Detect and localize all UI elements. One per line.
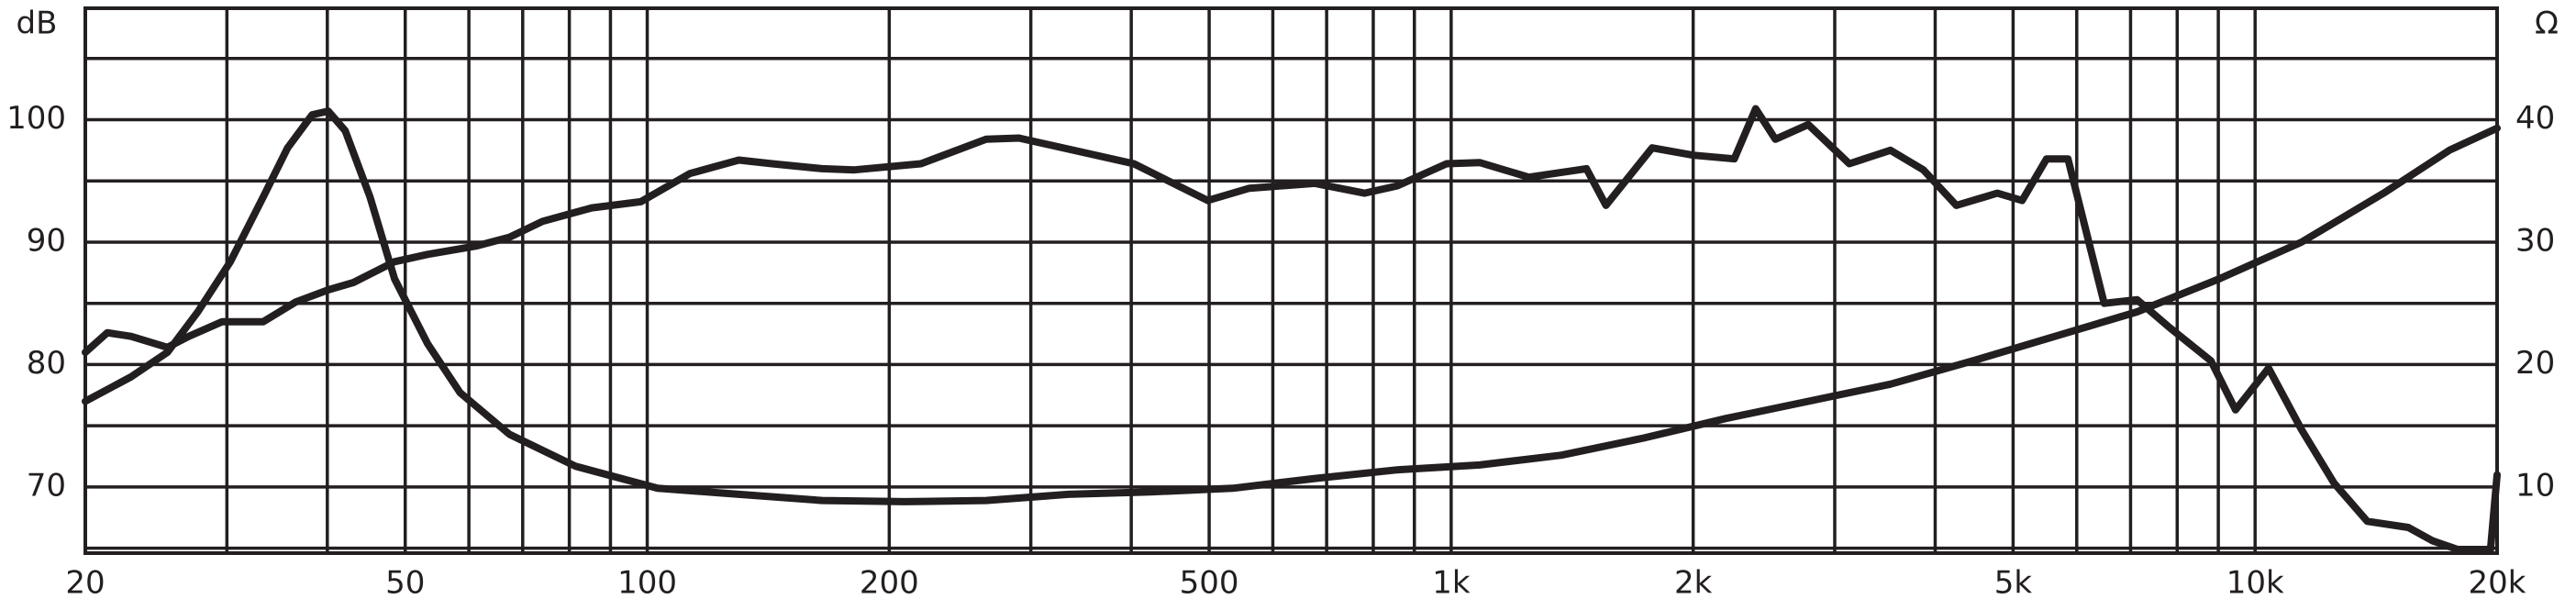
x-tick-label: 50 <box>385 565 425 602</box>
y2-tick-label: 30 <box>2515 222 2555 259</box>
x-tick-label: 20k <box>2469 565 2526 602</box>
y-tick-label: 80 <box>27 345 66 382</box>
y-axis-label: dB <box>17 6 58 42</box>
y2-tick-label: 10 <box>2515 467 2555 504</box>
x-tick-label: 1k <box>1432 565 1471 602</box>
x-tick-label: 5k <box>1994 565 2033 602</box>
x-tick-label: 2k <box>1674 565 1713 602</box>
x-tick-label: 200 <box>860 565 919 602</box>
y2-axis-label: Ω <box>2535 6 2559 42</box>
plot-frame <box>83 6 2499 555</box>
x-tick-label: 100 <box>617 565 677 602</box>
y2-tick-label: 20 <box>2515 345 2555 382</box>
y2-tick-label: 40 <box>2515 100 2555 137</box>
series-line <box>82 105 2501 553</box>
x-tick-label: 20 <box>65 565 105 602</box>
x-tick-label: 10k <box>2226 565 2284 602</box>
y-tick-label: 90 <box>27 222 66 259</box>
series-line <box>82 107 2501 505</box>
x-tick-label: 500 <box>1180 565 1239 602</box>
y-tick-label: 100 <box>6 100 66 137</box>
y-tick-label: 70 <box>27 467 66 504</box>
